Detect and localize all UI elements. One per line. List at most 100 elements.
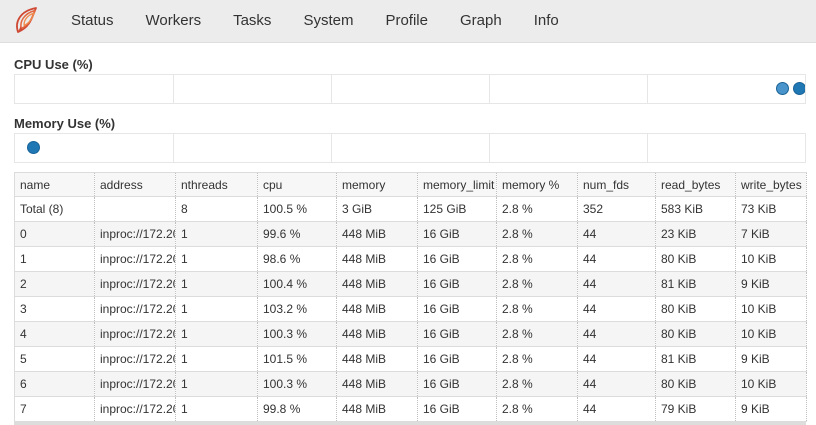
cell-memory: 448 MiB: [336, 271, 418, 297]
table-row[interactable]: 3 inproc://172.20 1 103.2 % 448 MiB 16 GiB 2.8…: [14, 296, 807, 322]
column-header-memory-limit[interactable]: memory_limit: [417, 172, 497, 197]
table-row[interactable]: 7 inproc://172.20 1 99.8 % 448 MiB 16 GiB 2.8 …: [14, 396, 807, 422]
table-row[interactable]: 4 inproc://172.20 1 100.3 % 448 MiB 16 GiB 2.8…: [14, 321, 807, 347]
cell-memory: 448 MiB: [336, 321, 418, 347]
cell-nthreads: 1: [175, 396, 258, 422]
table-row[interactable]: 5 inproc://172.20 1 101.5 % 448 MiB 16 GiB 2.8…: [14, 346, 807, 372]
cell-address: inproc://172.20: [94, 371, 176, 397]
column-header-address[interactable]: address: [94, 172, 176, 197]
column-header-write-bytes[interactable]: write_bytes: [735, 172, 807, 197]
cell-memory-limit: 16 GiB: [417, 221, 497, 247]
cell-nthreads: 1: [175, 221, 258, 247]
cell-memory-limit: 16 GiB: [417, 246, 497, 272]
cell-memory-: 2.8 %: [496, 296, 578, 322]
cell-nthreads: 1: [175, 371, 258, 397]
cell-memory-limit: 16 GiB: [417, 346, 497, 372]
cell-memory: 448 MiB: [336, 246, 418, 272]
cell-address: inproc://172.20: [94, 271, 176, 297]
cell-memory: 3 GiB: [336, 196, 418, 222]
cell-read-bytes: 23 KiB: [655, 221, 736, 247]
cpu-data-point: [792, 82, 805, 95]
table-row[interactable]: 1 inproc://172.20 1 98.6 % 448 MiB 16 GiB 2.8 …: [14, 246, 807, 272]
cell-name: 6: [14, 371, 95, 397]
cell-name: 3: [14, 296, 95, 322]
cell-memory-limit: 16 GiB: [417, 396, 497, 422]
memory-plot-canvas[interactable]: [14, 133, 806, 163]
cell-memory-limit: 16 GiB: [417, 296, 497, 322]
column-header-memory[interactable]: memory: [336, 172, 418, 197]
cell-write-bytes: 9 KiB: [735, 396, 807, 422]
cell-read-bytes: 81 KiB: [655, 271, 736, 297]
cell-write-bytes: 7 KiB: [735, 221, 807, 247]
nav-item-system[interactable]: System: [303, 12, 354, 29]
memory-gridline: [173, 134, 174, 162]
table-row[interactable]: 0 inproc://172.20 1 99.6 % 448 MiB 16 GiB 2.8 …: [14, 221, 807, 247]
cpu-plot-canvas[interactable]: [14, 74, 806, 104]
cell-name: 7: [14, 396, 95, 422]
cell-cpu: 103.2 %: [257, 296, 337, 322]
cell-num-fds: 44: [577, 271, 656, 297]
cell-cpu: 100.5 %: [257, 196, 337, 222]
cell-num-fds: 352: [577, 196, 656, 222]
cell-name: 1: [14, 246, 95, 272]
column-header-nthreads[interactable]: nthreads: [175, 172, 258, 197]
cell-read-bytes: 80 KiB: [655, 296, 736, 322]
cell-read-bytes: 80 KiB: [655, 321, 736, 347]
memory-plot-title: Memory Use (%): [14, 116, 116, 131]
cpu-data-point: [776, 82, 790, 95]
column-header-name[interactable]: name: [14, 172, 95, 197]
cell-address: inproc://172.20: [94, 321, 176, 347]
cell-memory-: 2.8 %: [496, 246, 578, 272]
cell-memory-: 2.8 %: [496, 371, 578, 397]
cell-cpu: 100.4 %: [257, 271, 337, 297]
cell-address: inproc://172.20: [94, 296, 176, 322]
cell-read-bytes: 79 KiB: [655, 396, 736, 422]
cell-address: [94, 196, 176, 222]
table-row[interactable]: Total (8) 8 100.5 % 3 GiB 125 GiB 2.8 % 352 583…: [14, 196, 807, 222]
cell-memory-: 2.8 %: [496, 396, 578, 422]
cell-num-fds: 44: [577, 346, 656, 372]
cell-cpu: 99.6 %: [257, 221, 337, 247]
cell-nthreads: 1: [175, 246, 258, 272]
cell-num-fds: 44: [577, 296, 656, 322]
table-row[interactable]: 6 inproc://172.20 1 100.3 % 448 MiB 16 GiB 2.8…: [14, 371, 807, 397]
cell-nthreads: 8: [175, 196, 258, 222]
cell-read-bytes: 80 KiB: [655, 371, 736, 397]
workers-table: name address nthreads cpu memory memory_limit…: [14, 172, 807, 422]
nav-item-info[interactable]: Info: [533, 12, 559, 29]
cell-cpu: 99.8 %: [257, 396, 337, 422]
cpu-gridline: [489, 75, 490, 103]
cell-num-fds: 44: [577, 396, 656, 422]
cpu-gridline: [647, 75, 648, 103]
nav-item-workers[interactable]: Workers: [145, 12, 202, 29]
cell-write-bytes: 10 KiB: [735, 246, 807, 272]
cell-address: inproc://172.20: [94, 221, 176, 247]
cell-memory-limit: 16 GiB: [417, 321, 497, 347]
nav-item-status[interactable]: Status: [71, 12, 114, 29]
nav-item-tasks[interactable]: Tasks: [233, 12, 272, 29]
table-row[interactable]: 2 inproc://172.20 1 100.4 % 448 MiB 16 GiB 2.8…: [14, 271, 807, 297]
cpu-gridline: [331, 75, 332, 103]
cell-memory-limit: 125 GiB: [417, 196, 497, 222]
cell-memory: 448 MiB: [336, 396, 418, 422]
column-header-memory-[interactable]: memory %: [496, 172, 578, 197]
cell-address: inproc://172.20: [94, 246, 176, 272]
cell-write-bytes: 10 KiB: [735, 296, 807, 322]
nav-item-profile[interactable]: Profile: [385, 12, 428, 29]
cell-memory-: 2.8 %: [496, 221, 578, 247]
memory-gridline: [489, 134, 490, 162]
column-header-num-fds[interactable]: num_fds: [577, 172, 656, 197]
cell-write-bytes: 73 KiB: [735, 196, 807, 222]
cell-cpu: 100.3 %: [257, 321, 337, 347]
cell-nthreads: 1: [175, 296, 258, 322]
cell-memory: 448 MiB: [336, 296, 418, 322]
cell-memory-: 2.8 %: [496, 271, 578, 297]
dask-logo-icon: [12, 5, 42, 37]
cell-name: 2: [14, 271, 95, 297]
column-header-cpu[interactable]: cpu: [257, 172, 337, 197]
cell-write-bytes: 9 KiB: [735, 271, 807, 297]
cell-memory-limit: 16 GiB: [417, 271, 497, 297]
column-header-read-bytes[interactable]: read_bytes: [655, 172, 736, 197]
nav-item-graph[interactable]: Graph: [459, 12, 502, 29]
cell-read-bytes: 81 KiB: [655, 346, 736, 372]
